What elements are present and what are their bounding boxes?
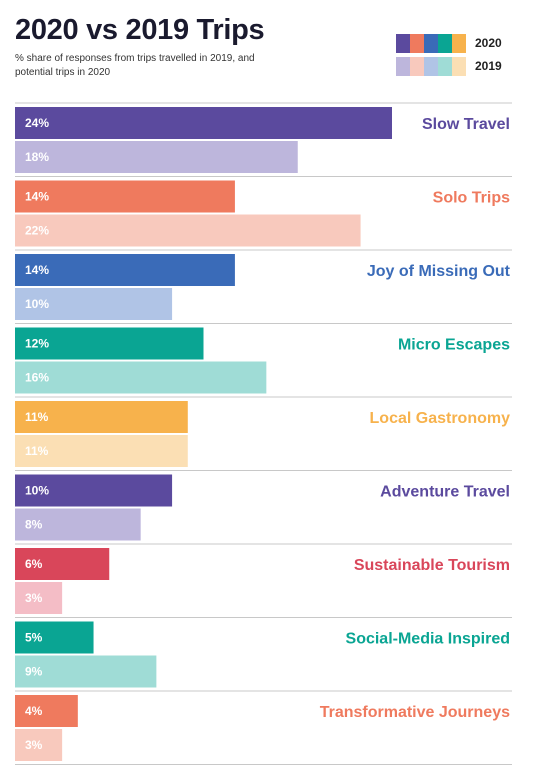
legend-row-2019: 2019 bbox=[396, 56, 502, 76]
legend-swatch bbox=[424, 56, 438, 76]
legend-row-2020: 2020 bbox=[396, 33, 502, 53]
bar-2019 bbox=[15, 582, 63, 614]
value-label-2019: 22% bbox=[25, 224, 49, 238]
legend-swatch bbox=[410, 56, 424, 76]
value-label-2020: 6% bbox=[25, 557, 43, 571]
value-label-2019: 10% bbox=[25, 297, 49, 311]
bar-2019 bbox=[15, 361, 267, 394]
category-label: Micro Escapes bbox=[398, 337, 510, 354]
bar-2020 bbox=[15, 401, 188, 433]
category-label: Sustainable Tourism bbox=[354, 557, 510, 574]
legend-swatches-2020 bbox=[396, 33, 466, 53]
legend-swatches-2019 bbox=[396, 56, 466, 76]
bar-2020 bbox=[15, 107, 392, 139]
value-label-2019: 18% bbox=[25, 150, 49, 164]
category-label: Solo Trips bbox=[433, 190, 510, 207]
legend-swatch bbox=[438, 56, 452, 76]
value-label-2019: 9% bbox=[25, 665, 43, 679]
value-label-2020: 14% bbox=[25, 190, 49, 204]
value-label-2020: 11% bbox=[25, 410, 49, 424]
chart-subtitle: % share of responses from trips travelle… bbox=[15, 53, 255, 78]
value-label-2019: 16% bbox=[25, 371, 49, 385]
bar-2019 bbox=[15, 729, 63, 761]
value-label-2019: 8% bbox=[25, 518, 43, 532]
bar-2019 bbox=[15, 141, 298, 173]
value-label-2019: 3% bbox=[25, 591, 43, 605]
legend-swatch bbox=[396, 56, 410, 76]
bar-2019 bbox=[15, 508, 141, 541]
category-label: Transformative Journeys bbox=[320, 704, 510, 721]
legend-swatch bbox=[396, 33, 410, 53]
category-label: Adventure Travel bbox=[380, 484, 510, 501]
bar-2019 bbox=[15, 214, 361, 247]
bar-2019 bbox=[15, 655, 157, 688]
value-label-2019: 11% bbox=[25, 444, 49, 458]
value-label-2020: 14% bbox=[25, 263, 49, 277]
bar-2019 bbox=[15, 435, 188, 467]
bar-2020 bbox=[15, 548, 110, 580]
legend: 2020 2019 bbox=[396, 33, 502, 79]
bar-2020 bbox=[15, 180, 235, 213]
bar-2020 bbox=[15, 621, 94, 654]
legend-swatch bbox=[452, 33, 466, 53]
value-label-2020: 24% bbox=[25, 116, 49, 130]
category-label: Local Gastronomy bbox=[370, 410, 511, 427]
bar-2020 bbox=[15, 327, 204, 360]
legend-swatch bbox=[424, 33, 438, 53]
legend-label-2020: 2020 bbox=[475, 36, 502, 50]
bar-2020 bbox=[15, 474, 173, 507]
value-label-2020: 10% bbox=[25, 484, 49, 498]
value-label-2020: 4% bbox=[25, 704, 43, 718]
value-label-2020: 5% bbox=[25, 631, 43, 645]
legend-swatch bbox=[452, 56, 466, 76]
legend-swatch bbox=[410, 33, 424, 53]
bar-2020 bbox=[15, 254, 235, 286]
bar-2020 bbox=[15, 695, 78, 727]
value-label-2020: 12% bbox=[25, 337, 49, 351]
category-label: Slow Travel bbox=[422, 116, 510, 133]
value-label-2019: 3% bbox=[25, 738, 43, 752]
legend-label-2019: 2019 bbox=[475, 59, 502, 73]
category-label: Social-Media Inspired bbox=[346, 631, 510, 648]
bar-2019 bbox=[15, 288, 173, 320]
legend-swatch bbox=[438, 33, 452, 53]
chart-title: 2020 vs 2019 Trips bbox=[15, 14, 265, 46]
category-label: Joy of Missing Out bbox=[367, 263, 511, 280]
